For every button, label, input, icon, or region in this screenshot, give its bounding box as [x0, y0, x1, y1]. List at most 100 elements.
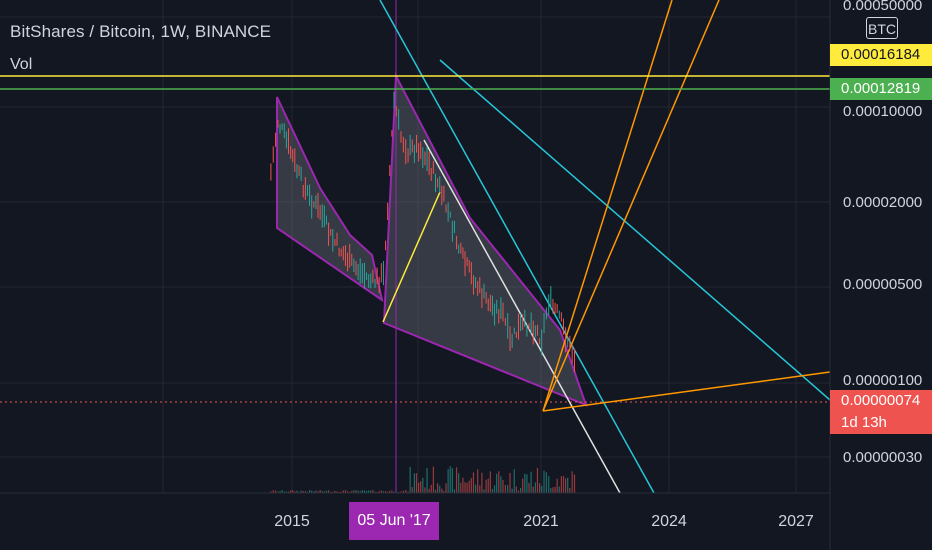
price-tick: 0.00002000 — [843, 194, 923, 211]
volume-bar — [357, 490, 359, 493]
volume-bar — [491, 488, 494, 493]
volume-bar — [413, 473, 415, 493]
volume-bar — [538, 483, 541, 493]
volume-bar — [509, 472, 511, 493]
volume-bar — [300, 490, 302, 493]
volume-bar — [481, 472, 483, 493]
volume-bar — [513, 469, 515, 493]
volume-bar — [483, 489, 485, 493]
volume-bar — [313, 491, 315, 493]
volume-bar — [384, 491, 387, 493]
crosshair-date-badge: 05 Jun '17 — [349, 502, 439, 540]
volume-bar — [498, 471, 500, 493]
volume-bar — [455, 467, 458, 493]
volume-bar — [426, 467, 428, 493]
volume-bar — [415, 473, 418, 493]
drawing-tools[interactable] — [0, 0, 831, 494]
volume-bar — [361, 490, 363, 493]
volume-bar — [479, 485, 481, 493]
volume-bar — [472, 472, 475, 493]
volume-bar — [500, 476, 502, 493]
volume-bar — [511, 488, 513, 493]
volume-bar — [489, 471, 491, 493]
volume-bar — [451, 468, 453, 493]
volume-bar — [279, 491, 281, 493]
volume-bar — [530, 471, 532, 493]
volume-bar — [502, 479, 504, 493]
volume-bar — [389, 490, 391, 493]
volume-bar — [548, 476, 550, 493]
falling-wedge-1 — [276, 96, 384, 303]
volume-bar — [430, 484, 432, 493]
volume-bar — [294, 491, 296, 493]
volume-bar — [317, 491, 319, 493]
volume-bar — [439, 485, 441, 493]
volume-bar — [368, 490, 370, 493]
volume-bar — [400, 491, 402, 493]
volume-bar — [382, 491, 385, 493]
volume-bar — [330, 491, 332, 493]
volume-bar — [567, 477, 569, 493]
volume-bar — [573, 474, 576, 493]
volume-bar — [402, 490, 404, 493]
volume-bar — [453, 489, 456, 493]
horizontal-levels[interactable] — [0, 75, 830, 90]
time-tick: 2024 — [651, 513, 687, 530]
volume-bar — [409, 466, 411, 493]
volume-bar — [323, 491, 325, 493]
volume-bar — [351, 490, 353, 493]
volume-bar — [554, 486, 556, 493]
volume-bar — [296, 490, 298, 493]
volume-bar — [336, 491, 338, 493]
orange-support-line — [542, 371, 831, 412]
volume-bar — [387, 491, 389, 493]
volume-bar — [289, 490, 292, 493]
volume-bar — [485, 479, 487, 493]
grid-lines — [0, 0, 830, 493]
volume-bar — [304, 491, 306, 493]
volume-indicator-label[interactable]: Vol — [10, 56, 33, 73]
price-tick: 0.00000030 — [843, 449, 923, 466]
green-level-badge: 0.00012819 — [830, 78, 932, 100]
price-tick: 0.00050000 — [843, 0, 923, 14]
volume-bar — [474, 484, 477, 493]
volume-bar — [524, 473, 526, 493]
volume-bar — [443, 490, 445, 493]
falling-wedge-2 — [382, 72, 588, 407]
volume-bar — [342, 490, 344, 493]
currency-button[interactable]: BTC — [866, 17, 898, 39]
volume-bar — [487, 478, 489, 493]
volume-bar — [458, 473, 460, 493]
volume-bar — [380, 490, 382, 493]
volume-bar — [270, 491, 272, 493]
volume-bar — [283, 491, 285, 493]
volume-bar — [564, 478, 567, 493]
volume-bar — [292, 490, 294, 493]
volume-bar — [281, 490, 283, 493]
symbol-title[interactable]: BitShares / Bitcoin, 1W, BINANCE — [10, 22, 272, 41]
volume-bar — [274, 490, 277, 493]
volume-bar — [550, 488, 552, 493]
volume-bar — [321, 491, 323, 493]
volume-bar — [306, 491, 309, 493]
volume-bar — [393, 491, 395, 493]
volume-bar — [319, 490, 321, 493]
volume-bar — [346, 491, 349, 493]
volume-bar — [420, 481, 422, 493]
time-tick: 2021 — [523, 513, 559, 530]
volume-bar — [534, 482, 536, 493]
volume-bar — [428, 488, 430, 493]
volume-bar — [462, 477, 464, 493]
volume-bar — [325, 490, 328, 493]
volume-bar — [355, 490, 357, 493]
white-trendline — [423, 139, 621, 494]
volume-bar — [545, 472, 547, 493]
volume-bar — [464, 482, 466, 493]
volume-bar — [359, 491, 361, 493]
time-tick: 2027 — [778, 513, 814, 530]
teal-trendline — [379, 0, 655, 494]
volume-bar — [522, 478, 524, 493]
volume-bar — [344, 490, 347, 493]
volume-bar — [517, 490, 520, 493]
